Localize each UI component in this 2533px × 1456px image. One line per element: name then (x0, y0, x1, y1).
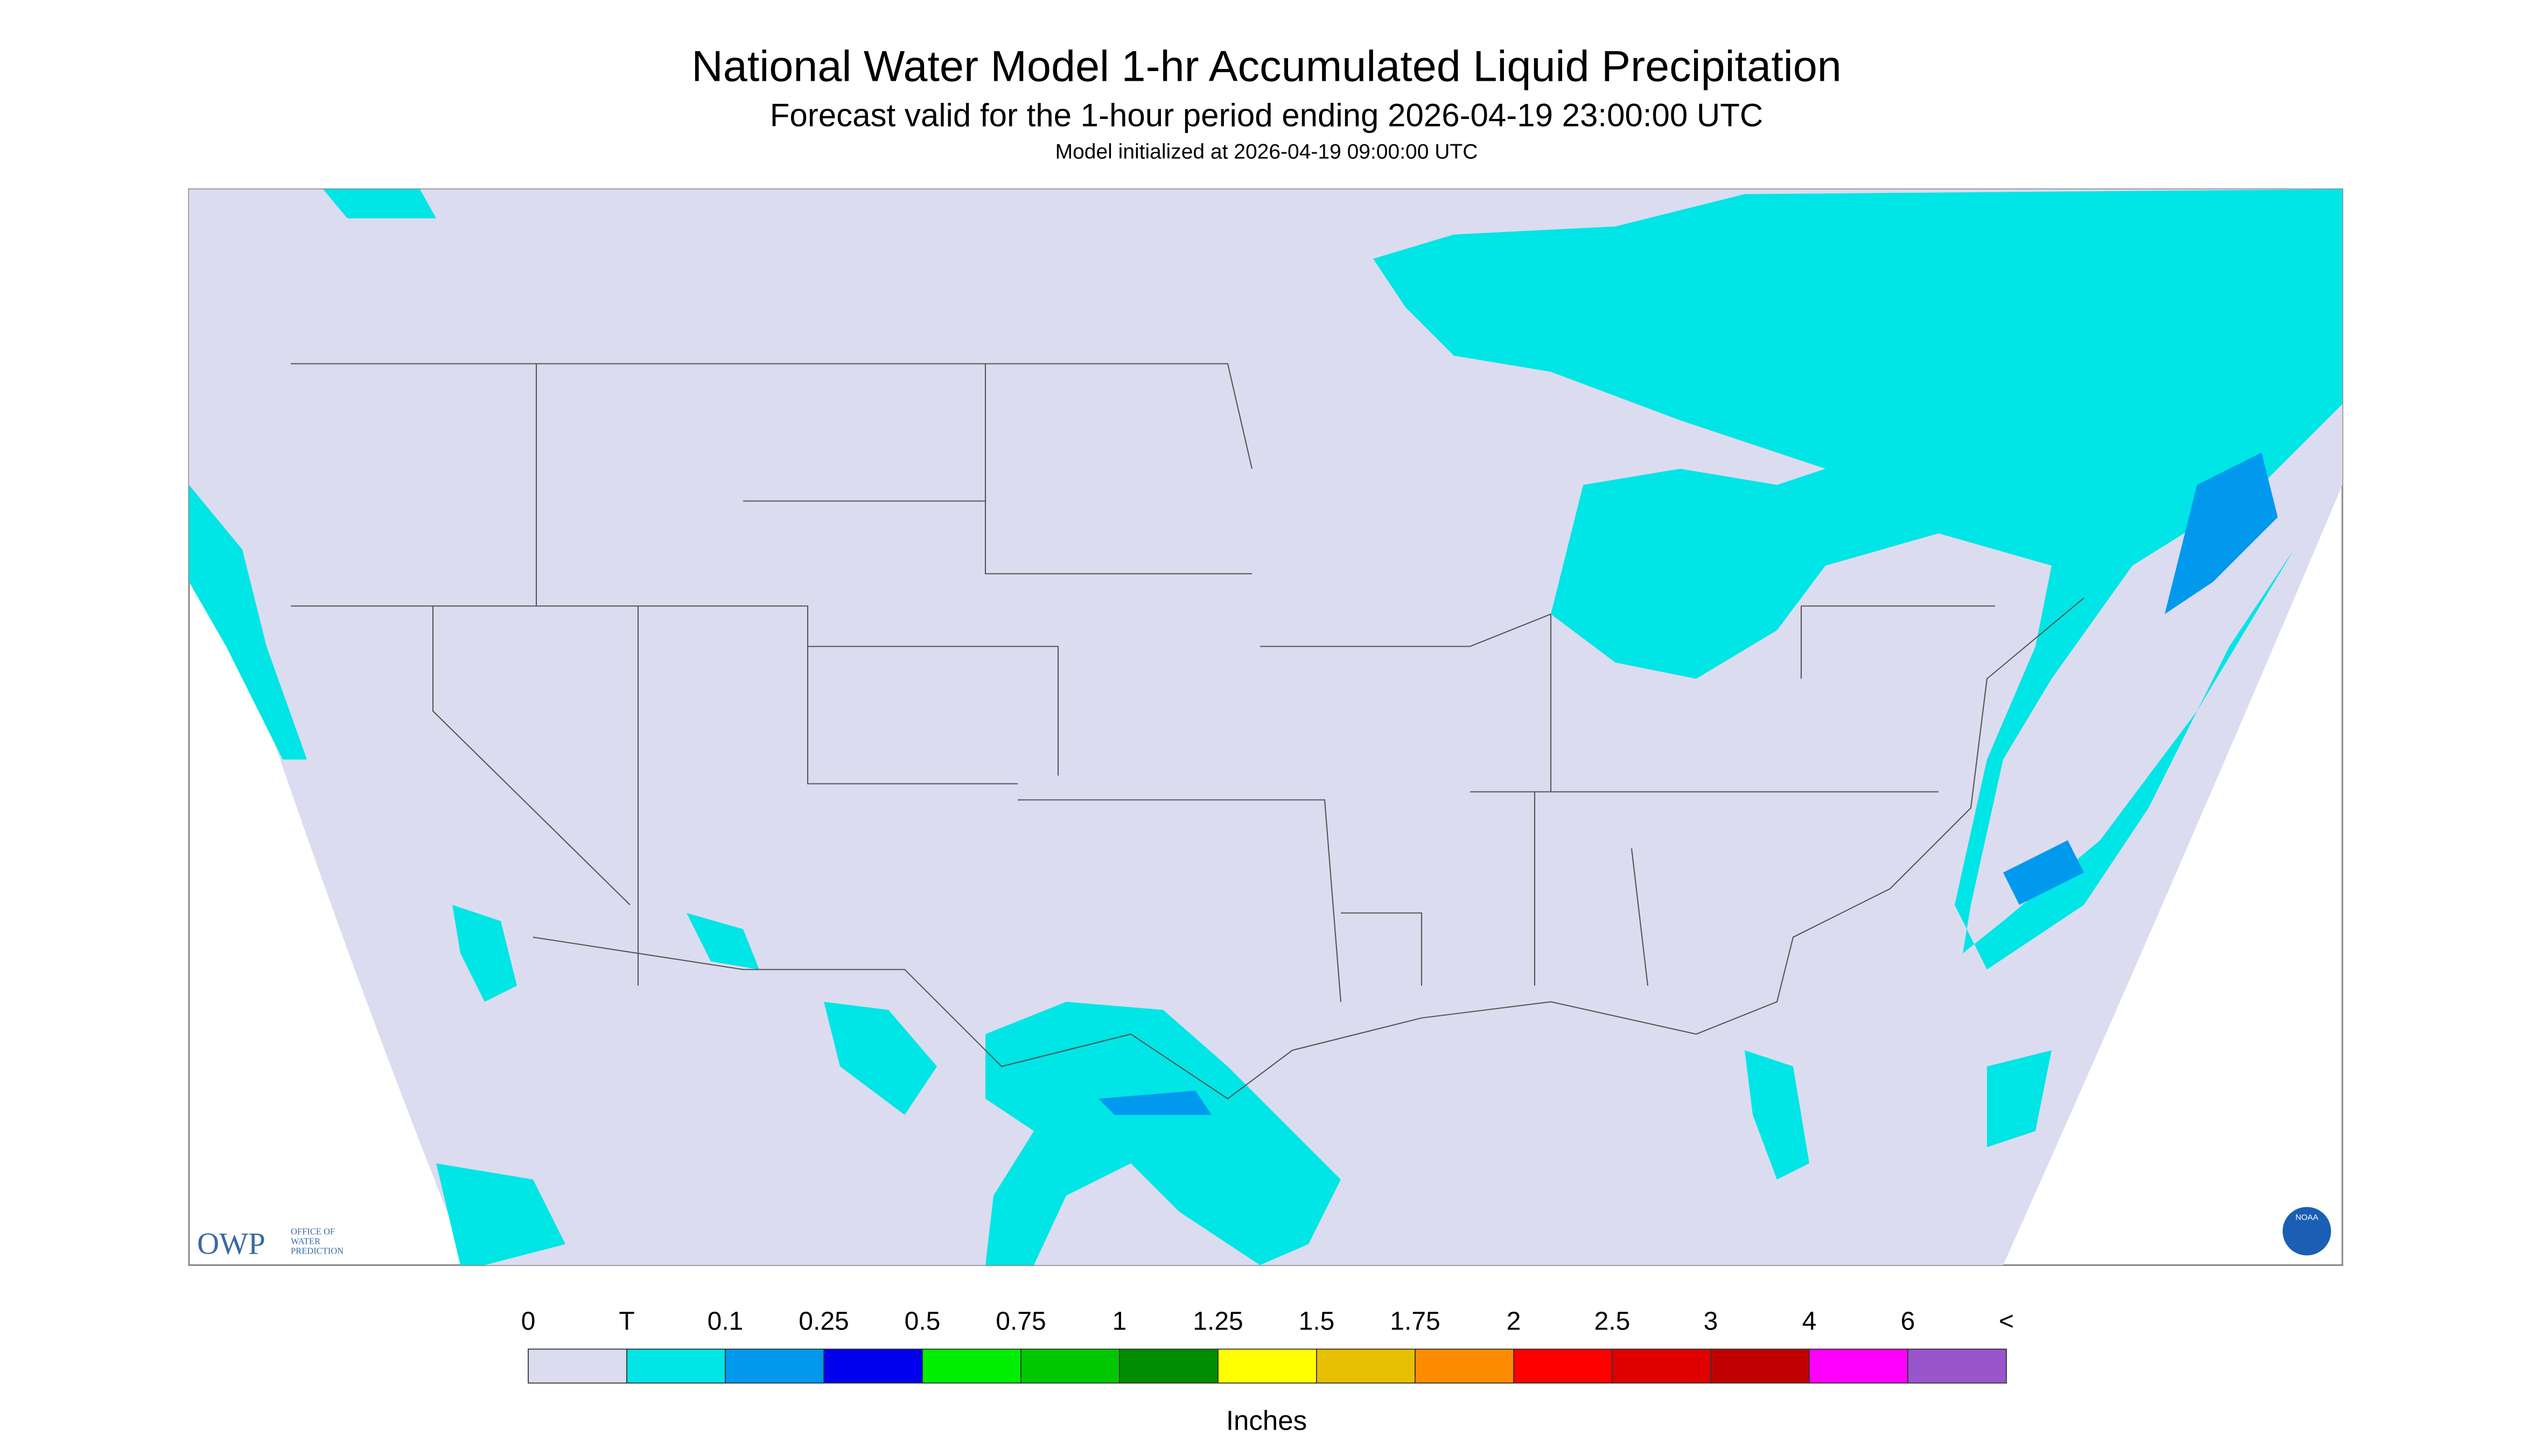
legend: Inches 0 T 0.1 0.25 0.5 0.75 1 1.25 1.5 1.75 2 2.5 3… (521, 1307, 2014, 1436)
legend-label: 2 (1507, 1307, 1521, 1336)
precip-trace (189, 189, 2342, 1265)
owp-text: PREDICTION (291, 1246, 344, 1256)
legend-swatch (1907, 1348, 2007, 1384)
legend-label: < (1999, 1307, 2014, 1336)
legend-swatch (1513, 1348, 1613, 1384)
legend-units: Inches (1226, 1405, 1307, 1436)
legend-label: 6 (1901, 1307, 1915, 1336)
legend-label: 1.25 (1193, 1307, 1243, 1336)
legend-swatch (528, 1348, 627, 1384)
legend-swatch (1217, 1348, 1317, 1384)
legend-label: 3 (1704, 1307, 1718, 1336)
legend-swatch (725, 1348, 824, 1384)
legend-swatch (1809, 1348, 1908, 1384)
legend-label: 1.5 (1299, 1307, 1335, 1336)
init-note: Model initialized at 2026-04-19 09:00:00… (1055, 141, 1478, 164)
legend-swatch (1710, 1348, 1810, 1384)
boundaries (291, 363, 2084, 1100)
legend-label: 0.25 (799, 1307, 849, 1336)
subtitle: Forecast valid for the 1-hour period end… (770, 97, 1763, 134)
legend-swatch (1316, 1348, 1416, 1384)
owp-text: OFFICE OF (291, 1227, 335, 1237)
legend-label: 0.75 (996, 1307, 1046, 1336)
legend-label: 0.5 (905, 1307, 941, 1336)
legend-label: 1.75 (1390, 1307, 1440, 1336)
legend-swatch (1020, 1348, 1120, 1384)
legend-label: 4 (1802, 1307, 1817, 1336)
legend-label: 0 (521, 1307, 536, 1336)
legend-swatch (823, 1348, 923, 1384)
legend-label: 1 (1112, 1307, 1127, 1336)
title: National Water Model 1-hr Accumulated Li… (691, 43, 1842, 91)
legend-label: 2.5 (1594, 1307, 1631, 1336)
owp-text: WATER (291, 1236, 320, 1247)
noaa-text: NOAA (2296, 1213, 2319, 1222)
map: OWP OFFICE OF WATER PREDICTION NOAA (188, 188, 2343, 1266)
legend-label: T (619, 1307, 634, 1336)
precip-light (1098, 452, 2278, 1115)
legend-swatch (626, 1348, 726, 1384)
legend-swatch (1119, 1348, 1219, 1384)
legend-swatch (1415, 1348, 1514, 1384)
legend-swatch (922, 1348, 1021, 1384)
noaa-logo (2283, 1207, 2331, 1256)
legend-label: 0.1 (708, 1307, 744, 1336)
owp-logo: OWP (197, 1227, 265, 1261)
legend-swatch (1612, 1348, 1711, 1384)
